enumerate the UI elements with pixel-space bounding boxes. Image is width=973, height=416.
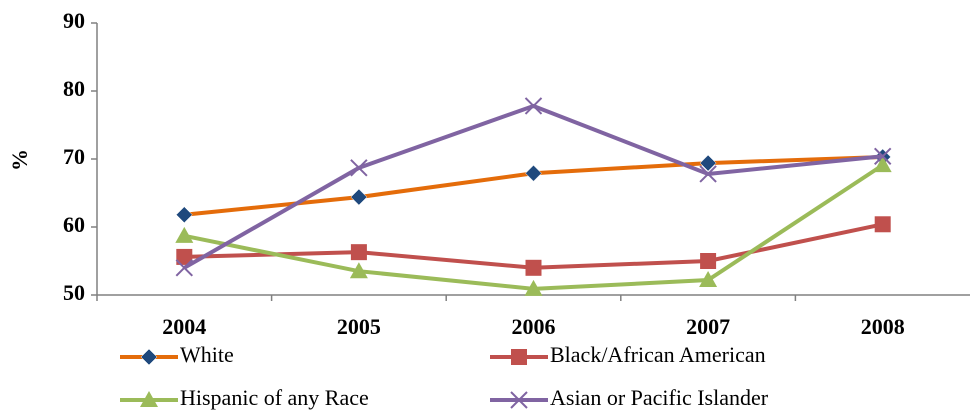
marker bbox=[699, 154, 717, 172]
marker bbox=[874, 216, 891, 233]
marker bbox=[699, 271, 718, 288]
series-line bbox=[183, 103, 883, 270]
legend-label: Hispanic of any Race bbox=[180, 385, 369, 410]
y-tick-label: 50 bbox=[63, 280, 85, 305]
x-tick-label: 2006 bbox=[512, 314, 556, 339]
marker bbox=[350, 244, 367, 261]
marker bbox=[525, 164, 542, 182]
marker bbox=[176, 248, 193, 265]
y-axis-label: % bbox=[7, 149, 32, 171]
marker bbox=[140, 391, 158, 407]
marker bbox=[175, 226, 194, 243]
marker bbox=[175, 206, 193, 224]
marker bbox=[510, 391, 528, 409]
marker bbox=[524, 97, 543, 115]
legend-label: Black/African American bbox=[550, 342, 766, 367]
marker bbox=[873, 156, 892, 173]
marker bbox=[349, 262, 368, 279]
x-tick-label: 2004 bbox=[162, 314, 206, 339]
x-tick-label: 2005 bbox=[337, 314, 381, 339]
y-tick-label: 70 bbox=[63, 144, 85, 169]
marker bbox=[524, 279, 543, 296]
marker bbox=[350, 188, 368, 206]
marker bbox=[699, 165, 717, 183]
y-tick-label: 90 bbox=[63, 8, 85, 33]
marker bbox=[525, 259, 542, 276]
x-tick-label: 2008 bbox=[861, 314, 905, 339]
marker bbox=[511, 349, 527, 365]
marker bbox=[700, 253, 717, 269]
y-tick-label: 60 bbox=[63, 212, 85, 237]
legend-label: White bbox=[180, 342, 234, 367]
marker bbox=[350, 159, 368, 177]
marker bbox=[175, 259, 194, 277]
legend-label: Asian or Pacific Islander bbox=[550, 385, 769, 410]
marker bbox=[140, 348, 158, 366]
x-tick-label: 2007 bbox=[686, 314, 730, 339]
y-tick-label: 80 bbox=[63, 76, 85, 101]
marker bbox=[873, 147, 892, 165]
